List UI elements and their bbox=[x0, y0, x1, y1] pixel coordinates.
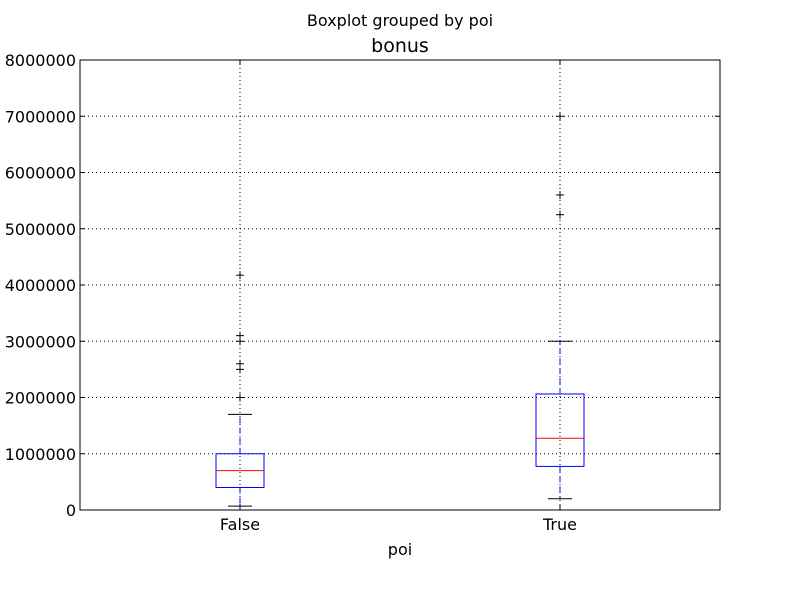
box-group-true bbox=[535, 112, 585, 500]
box-layer bbox=[215, 112, 585, 507]
outlier-point bbox=[236, 393, 244, 402]
iqr-box bbox=[535, 393, 585, 467]
y-tick-label: 0 bbox=[66, 501, 76, 520]
outlier-point bbox=[556, 210, 564, 219]
figure-suptitle: Boxplot grouped by poi bbox=[307, 11, 493, 30]
y-tick-label: 6000000 bbox=[5, 164, 76, 183]
x-tick-label: True bbox=[542, 515, 577, 534]
y-tick-label: 3000000 bbox=[5, 332, 76, 351]
outlier-point bbox=[236, 359, 244, 368]
x-axis-label: poi bbox=[388, 540, 412, 559]
y-tick-label: 5000000 bbox=[5, 220, 76, 239]
y-tick-label: 2000000 bbox=[5, 389, 76, 408]
grid-lines bbox=[80, 59, 720, 511]
y-tick-label: 4000000 bbox=[5, 276, 76, 295]
y-tick-label: 8000000 bbox=[5, 51, 76, 70]
outlier-point bbox=[556, 191, 564, 199]
y-tick-label: 7000000 bbox=[5, 107, 76, 126]
axis-ticks: 0 1000000 2000000 3000000 4000000 5000000 6000… bbox=[5, 51, 720, 534]
outlier-point bbox=[556, 112, 564, 121]
outlier-point bbox=[236, 271, 244, 280]
outlier-point bbox=[236, 331, 244, 340]
x-tick-label: False bbox=[220, 515, 260, 534]
y-tick-label: 1000000 bbox=[5, 445, 76, 464]
chart-title: bonus bbox=[371, 35, 429, 57]
